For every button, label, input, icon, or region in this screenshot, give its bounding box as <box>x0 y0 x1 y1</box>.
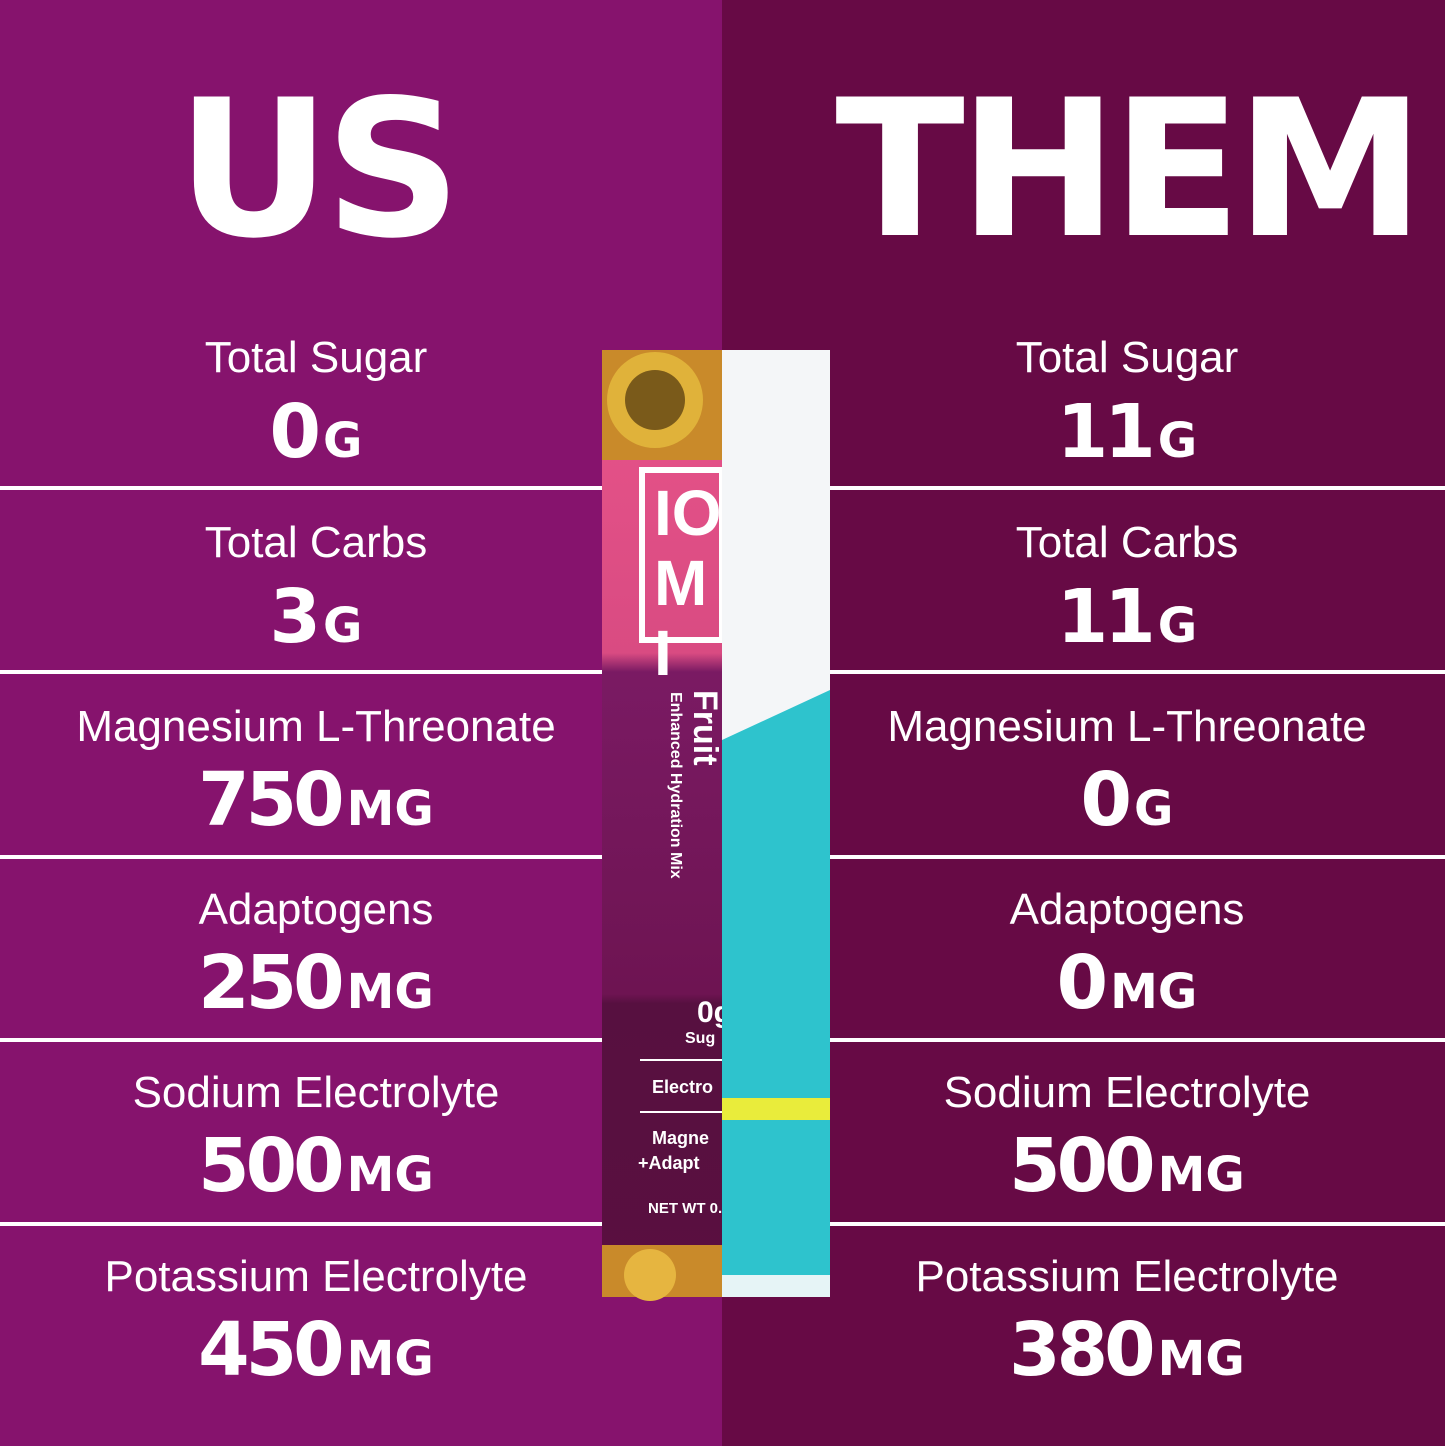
amount: 3 <box>269 574 321 660</box>
amount: 0 <box>1080 757 1132 843</box>
row-separator <box>0 1038 620 1042</box>
unit: MG <box>346 1147 434 1203</box>
row-value: 500 MG <box>0 1126 677 1215</box>
amount: 750 <box>198 757 344 843</box>
unit: G <box>323 598 363 654</box>
row-value: 0 MG <box>766 943 1445 1032</box>
row-separator <box>830 855 1445 859</box>
row-label: Potassium Electrolyte <box>915 1252 1339 1301</box>
unit: MG <box>1110 964 1198 1020</box>
packet-text: +Adapt <box>638 1153 700 1173</box>
unit: G <box>1157 413 1198 469</box>
packet-text: Sug <box>685 1030 716 1047</box>
packet-text: Enhanced Hydration Mix <box>667 692 684 879</box>
row-separator <box>0 486 620 490</box>
row-value: 450 MG <box>0 1310 677 1399</box>
packet-text: Electro <box>652 1077 714 1097</box>
unit: MG <box>346 964 434 1020</box>
row-separator <box>830 1222 1445 1226</box>
unit: G <box>323 413 363 469</box>
row-value: 500 MG <box>766 1126 1445 1215</box>
row-separator <box>0 670 620 674</box>
row-separator <box>0 855 620 859</box>
row-value: 250 MG <box>0 943 677 1032</box>
column-title: US <box>176 59 461 280</box>
column-title: THEM <box>835 59 1424 280</box>
row-label: Total Sugar <box>1015 333 1239 382</box>
unit: G <box>1157 598 1198 654</box>
row-label: Total Sugar <box>204 333 428 382</box>
unit: G <box>1134 781 1174 837</box>
row-label: Magnesium L-Threonate <box>76 702 556 751</box>
us-panel <box>0 0 722 1446</box>
amount: 11 <box>1056 574 1156 660</box>
amount: 380 <box>1009 1307 1155 1393</box>
unit: MG <box>1157 1331 1245 1387</box>
row-label: Sodium Electrolyte <box>132 1068 500 1117</box>
row-label: Adaptogens <box>1009 885 1245 934</box>
packet-text: IO MI <box>654 478 722 688</box>
row-label: Total Carbs <box>204 518 428 567</box>
row-separator <box>0 1222 620 1226</box>
packet-text: Magne <box>652 1128 710 1148</box>
amount: 0 <box>1056 940 1108 1026</box>
row-value: 380 MG <box>766 1310 1445 1399</box>
unit: MG <box>346 781 434 837</box>
packet-text: NET WT 0.2 <box>648 1200 722 1217</box>
packet-text: 0g <box>697 996 722 1029</box>
row-separator <box>830 486 1445 490</box>
amount: 500 <box>198 1123 344 1209</box>
unit: MG <box>1157 1147 1245 1203</box>
row-label: Sodium Electrolyte <box>943 1068 1311 1117</box>
amount: 250 <box>198 940 344 1026</box>
row-label: Total Carbs <box>1015 518 1239 567</box>
unit: MG <box>346 1331 434 1387</box>
amount: 11 <box>1056 389 1156 475</box>
row-label: Potassium Electrolyte <box>104 1252 528 1301</box>
row-label: Adaptogens <box>198 885 434 934</box>
amount: 500 <box>1009 1123 1155 1209</box>
row-value: 11 G <box>766 392 1445 481</box>
row-label: Magnesium L-Threonate <box>887 702 1367 751</box>
row-separator <box>830 1038 1445 1042</box>
row-value: 11 G <box>766 577 1445 666</box>
amount: 450 <box>198 1307 344 1393</box>
row-separator <box>830 670 1445 674</box>
amount: 0 <box>269 389 321 475</box>
them-panel <box>722 0 1445 1446</box>
row-value: 750 MG <box>0 760 677 849</box>
packet-text: Fruit <box>686 690 724 766</box>
